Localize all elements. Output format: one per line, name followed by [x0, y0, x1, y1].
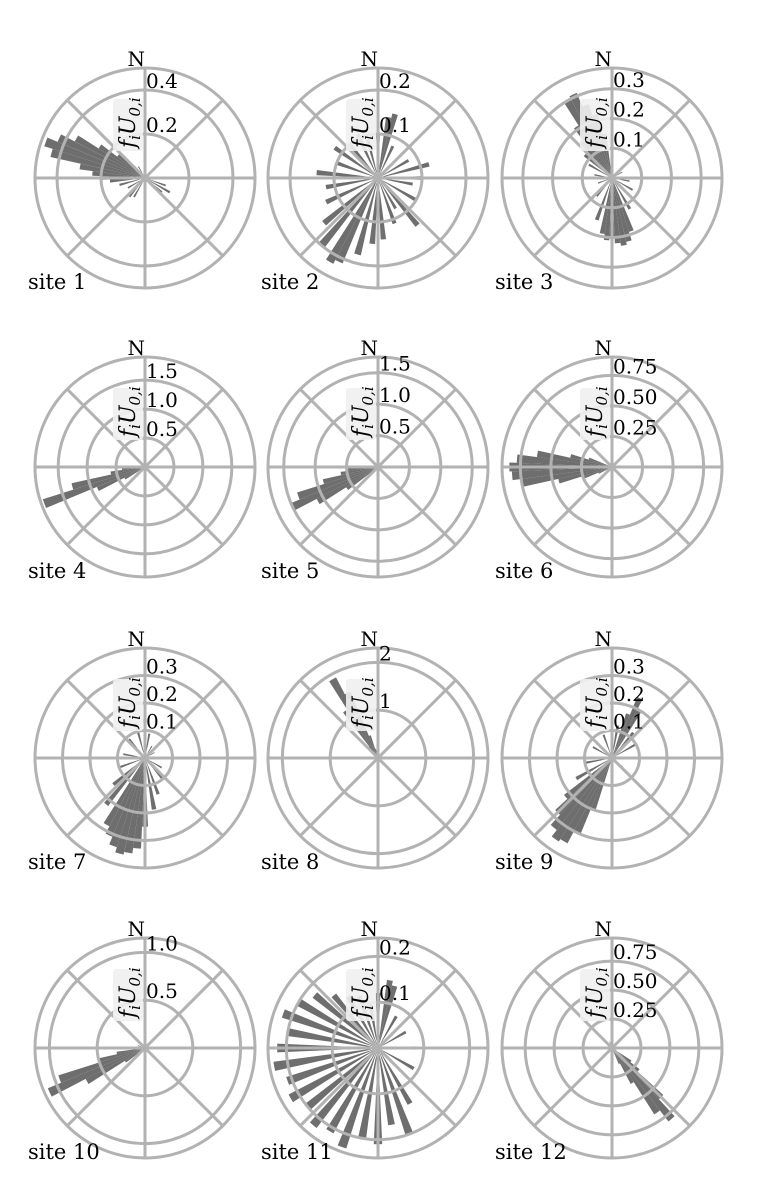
- site-label: site 2: [261, 270, 319, 294]
- radial-tick-label: 0.1: [379, 981, 411, 1005]
- wind-rose-panel-6: 0.25 0.50 0.75NfiU0,i site 6: [495, 336, 722, 583]
- radial-tick-label: 0.2: [379, 69, 411, 93]
- radial-tick-label: 1.0: [146, 931, 178, 955]
- radial-tick-label: 1.0: [146, 388, 178, 412]
- radial-tick-label: 0.2: [613, 98, 645, 122]
- site-label: site 6: [495, 559, 553, 583]
- radial-axis-label: fiU0,i: [346, 386, 377, 440]
- radial-axis-label: fiU0,i: [580, 97, 611, 151]
- radial-tick-label: 0.2: [146, 113, 178, 137]
- site-label: site 4: [28, 559, 86, 583]
- site-label: site 5: [261, 559, 319, 583]
- wind-rose-panel-8: 1 2NfiU0,i site 8: [261, 627, 488, 874]
- grid-spoke: [300, 758, 378, 836]
- radial-axis-label: fiU0,i: [346, 97, 377, 151]
- radial-tick-label: 0.5: [379, 415, 411, 439]
- wind-rose-panel-10: 0.5 1.0NfiU0,i site 10: [28, 917, 255, 1164]
- radial-tick-label: 0.75: [613, 940, 658, 964]
- radial-tick-label: 0.50: [613, 385, 658, 409]
- radial-tick-label: 1.5: [379, 352, 411, 376]
- direction-bar: [291, 467, 378, 511]
- radial-tick-label: 0.2: [146, 682, 178, 706]
- grid-spoke: [145, 467, 223, 545]
- radial-tick-label: 0.5: [146, 979, 178, 1003]
- radial-tick-label: 1.5: [146, 359, 178, 383]
- radial-tick-label: 0.75: [613, 354, 658, 378]
- wind-rose-panel-3: 0.1 0.2 0.3NfiU0,i site 3: [495, 47, 722, 294]
- wind-rose-panel-12: 0.25 0.50 0.75NfiU0,i site 12: [495, 917, 722, 1164]
- site-label: site 10: [28, 1140, 100, 1164]
- radial-axis-label: fiU0,i: [580, 386, 611, 440]
- north-label: N: [595, 917, 613, 941]
- grid-spoke: [612, 467, 690, 545]
- radial-tick-label: 1.0: [379, 383, 411, 407]
- site-label: site 9: [495, 850, 553, 874]
- radial-axis-label: fiU0,i: [113, 677, 144, 731]
- radial-tick-label: 1: [379, 689, 392, 713]
- radial-tick-label: 0.3: [613, 655, 645, 679]
- radial-axis-label: fiU0,i: [580, 677, 611, 731]
- radial-tick-label: 0.1: [613, 710, 645, 734]
- north-label: N: [595, 336, 613, 360]
- radial-tick-label: 2: [379, 641, 392, 665]
- north-label: N: [128, 336, 146, 360]
- grid-spoke: [534, 178, 612, 256]
- grid-spoke: [145, 1048, 223, 1126]
- north-label: N: [128, 627, 146, 651]
- north-label: N: [128, 917, 146, 941]
- wind-rose-panel-7: 0.1 0.2 0.3NfiU0,i site 7: [28, 627, 255, 874]
- north-label: N: [595, 627, 613, 651]
- radial-tick-label: 0.25: [613, 415, 658, 439]
- site-label: site 8: [261, 850, 319, 874]
- site-label: site 11: [261, 1140, 333, 1164]
- radial-axis-label: fiU0,i: [113, 967, 144, 1021]
- grid-spoke: [145, 178, 223, 256]
- radial-tick-label: 0.2: [379, 935, 411, 959]
- site-label: site 12: [495, 1140, 567, 1164]
- north-label: N: [128, 47, 146, 71]
- grid-spoke: [378, 178, 456, 256]
- radial-tick-label: 0.1: [613, 127, 645, 151]
- radial-axis-label: fiU0,i: [113, 386, 144, 440]
- site-label: site 7: [28, 850, 86, 874]
- site-label: site 1: [28, 270, 86, 294]
- radial-tick-label: 0.2: [613, 682, 645, 706]
- north-label: N: [361, 336, 379, 360]
- grid-spoke: [378, 758, 456, 836]
- radial-axis-label: fiU0,i: [580, 967, 611, 1021]
- radial-tick-label: 0.1: [379, 113, 411, 137]
- grid-spoke: [67, 178, 145, 256]
- radial-tick-label: 0.4: [146, 69, 178, 93]
- radial-axis-label: fiU0,i: [346, 677, 377, 731]
- radial-tick-label: 0.25: [613, 998, 658, 1022]
- radial-tick-label: 0.3: [146, 655, 178, 679]
- north-label: N: [361, 47, 379, 71]
- radial-tick-label: 0.5: [146, 417, 178, 441]
- radial-tick-label: 0.1: [146, 710, 178, 734]
- grid-spoke: [612, 1048, 690, 1126]
- radial-tick-label: 0.3: [613, 68, 645, 92]
- radial-axis-label: fiU0,i: [346, 967, 377, 1021]
- grid-spoke: [145, 100, 223, 178]
- radial-axis-label: fiU0,i: [113, 97, 144, 151]
- north-label: N: [361, 627, 379, 651]
- grid-spoke: [534, 1048, 612, 1126]
- site-label: site 3: [495, 270, 553, 294]
- radial-tick-label: 0.50: [613, 969, 658, 993]
- north-label: N: [361, 917, 379, 941]
- north-label: N: [595, 47, 613, 71]
